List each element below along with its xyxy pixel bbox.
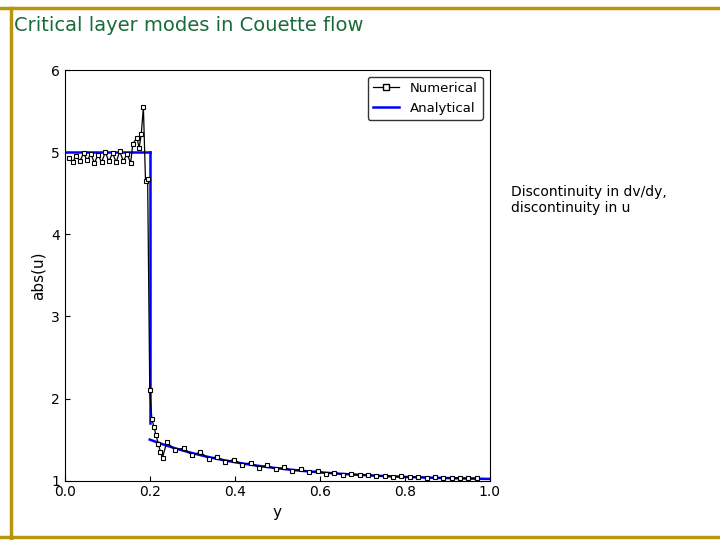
X-axis label: y: y xyxy=(273,505,282,520)
Text: Discontinuity in dv/dy,
discontinuity in u: Discontinuity in dv/dy, discontinuity in… xyxy=(511,185,667,215)
Text: Critical layer modes in Couette flow: Critical layer modes in Couette flow xyxy=(14,16,364,35)
Legend: Numerical, Analytical: Numerical, Analytical xyxy=(368,77,483,120)
Y-axis label: abs(u): abs(u) xyxy=(30,251,45,300)
